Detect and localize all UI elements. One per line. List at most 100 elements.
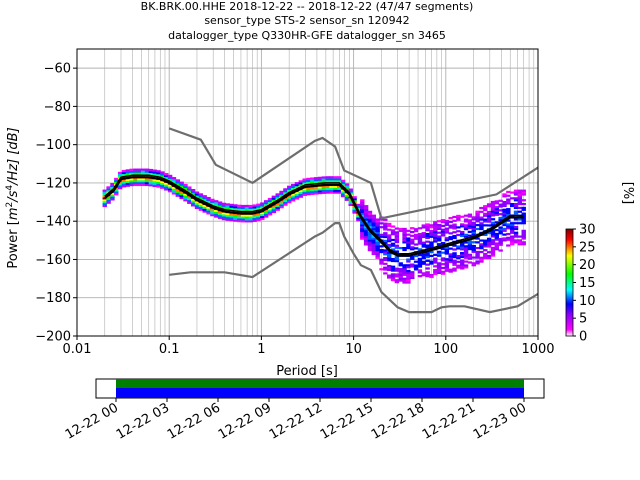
heatmap-cell — [394, 235, 400, 238]
heatmap-cell — [410, 248, 415, 251]
heatmap-cell — [379, 262, 384, 265]
heatmap-cell — [471, 262, 476, 265]
heatmap-cell — [271, 197, 277, 200]
x-tick-label: 0.1 — [159, 342, 180, 357]
heatmap-cell — [440, 251, 446, 254]
heatmap-cell — [106, 188, 111, 191]
heatmap-cell — [398, 227, 403, 231]
heatmap-cell — [379, 233, 384, 236]
heatmap-cell — [271, 205, 277, 208]
heatmap-cell — [317, 186, 323, 189]
heatmap-cell — [402, 269, 407, 273]
heatmap-cell — [425, 246, 430, 249]
heatmap-cell — [506, 190, 511, 194]
heatmap-cell — [410, 257, 415, 260]
heatmap-cell — [383, 234, 388, 237]
heatmap-cell — [214, 209, 219, 212]
heatmap-cell — [317, 180, 323, 183]
heatmap-cell — [483, 212, 488, 215]
heatmap-cell — [429, 226, 434, 229]
heatmap-cell — [110, 186, 115, 190]
heatmap-cell — [371, 241, 377, 244]
heatmap-cell — [417, 248, 423, 251]
heatmap-cell — [406, 273, 411, 276]
y-tick-label: −80 — [44, 100, 71, 115]
heatmap-cell — [102, 204, 107, 208]
heatmap-cell — [367, 249, 373, 252]
heatmap-cell — [406, 229, 411, 232]
heatmap-cell — [433, 236, 438, 239]
heatmap-cell — [225, 203, 230, 206]
heatmap-cell — [375, 243, 380, 246]
heatmap-cell — [390, 231, 396, 234]
heatmap-cell — [433, 253, 438, 256]
heatmap-cell — [440, 270, 446, 273]
heatmap-cell — [456, 254, 461, 258]
heatmap-cell — [498, 226, 503, 229]
heatmap-cell — [463, 250, 469, 254]
heatmap-cell — [317, 188, 323, 191]
heatmap-cell — [306, 187, 311, 190]
heatmap-cell — [502, 239, 507, 242]
heatmap-cell — [486, 254, 492, 258]
heatmap-cell — [417, 257, 423, 261]
heatmap-cell — [483, 224, 488, 227]
heatmap-cell — [436, 237, 442, 240]
heatmap-cell — [363, 235, 369, 238]
heatmap-cell — [263, 215, 269, 218]
title-line1: BK.BRK.00.HHE 2018-12-22 -- 2018-12-22 (… — [141, 0, 474, 13]
heatmap-cell — [467, 234, 473, 237]
heatmap-cell — [248, 220, 254, 223]
heatmap-cell — [521, 229, 526, 232]
heatmap-cell — [367, 216, 373, 219]
heatmap-cell — [144, 180, 150, 183]
heatmap-cell — [502, 233, 507, 236]
ylabel-pre: Power [ — [6, 220, 21, 269]
heatmap-cell — [502, 214, 507, 217]
heatmap-cell — [240, 216, 246, 219]
heatmap-cell — [460, 234, 465, 238]
heatmap-cell — [490, 235, 496, 238]
heatmap-cell — [290, 197, 296, 200]
heatmap-cell — [140, 183, 146, 187]
heatmap-cell — [102, 201, 107, 204]
heatmap-cell — [379, 245, 384, 248]
heatmap-cell — [237, 220, 242, 223]
heatmap-cell — [452, 244, 457, 247]
heatmap-cell — [394, 246, 400, 249]
heatmap-cell — [494, 200, 500, 203]
heatmap-cell — [221, 214, 227, 217]
heatmap-cell — [133, 172, 138, 175]
heatmap-cell — [463, 264, 469, 267]
heatmap-cell — [390, 225, 396, 228]
heatmap-cell — [187, 186, 192, 189]
heatmap-cell — [333, 187, 338, 190]
heatmap-cell — [237, 214, 242, 217]
heatmap-cell — [263, 203, 269, 207]
heatmap-cell — [379, 222, 384, 225]
heatmap-cell — [156, 173, 161, 177]
heatmap-cell — [221, 202, 227, 205]
heatmap-cell — [367, 233, 373, 236]
heatmap-cell — [483, 220, 488, 223]
heatmap-cell — [310, 181, 315, 184]
heatmap-cell — [421, 272, 426, 275]
x-tick-label: 10 — [345, 342, 362, 357]
colorbar-tick-label: 10 — [579, 294, 596, 309]
heatmap-cell — [486, 256, 492, 260]
heatmap-cell — [164, 174, 169, 178]
heatmap-cell — [394, 260, 400, 263]
heatmap-cell — [190, 202, 196, 205]
heatmap-cell — [471, 229, 476, 232]
heatmap-cell — [460, 248, 465, 251]
heatmap-cell — [398, 229, 403, 232]
heatmap-cell — [140, 181, 146, 185]
heatmap-cell — [402, 227, 407, 231]
heatmap-cell — [398, 246, 403, 250]
heatmap-cell — [506, 208, 511, 211]
heatmap-cell — [429, 251, 434, 254]
heatmap-cell — [456, 245, 461, 248]
heatmap-cell — [502, 216, 507, 219]
heatmap-cell — [448, 247, 453, 250]
heatmap-cell — [125, 180, 131, 183]
